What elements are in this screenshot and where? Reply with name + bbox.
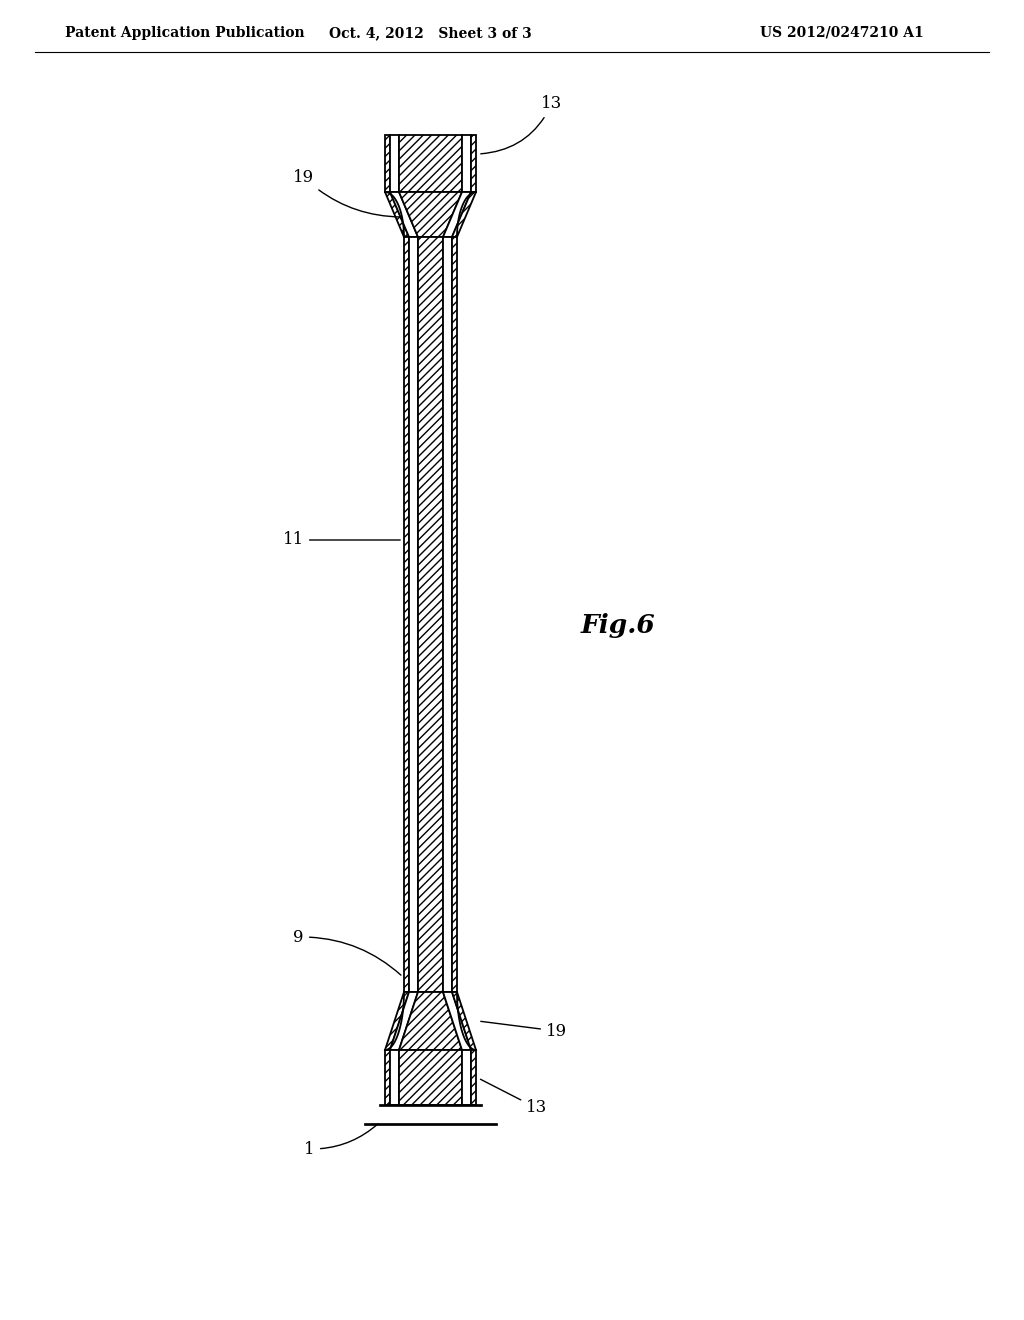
Polygon shape: [443, 238, 452, 993]
Polygon shape: [443, 191, 471, 238]
Polygon shape: [399, 1049, 462, 1105]
Text: Oct. 4, 2012   Sheet 3 of 3: Oct. 4, 2012 Sheet 3 of 3: [329, 26, 531, 40]
Polygon shape: [399, 993, 462, 1049]
Text: Fig.6: Fig.6: [581, 612, 655, 638]
Polygon shape: [462, 1049, 471, 1105]
Polygon shape: [390, 993, 418, 1049]
Text: US 2012/0247210 A1: US 2012/0247210 A1: [760, 26, 924, 40]
Polygon shape: [471, 1049, 476, 1105]
Text: Patent Application Publication: Patent Application Publication: [65, 26, 304, 40]
Text: 19: 19: [293, 169, 400, 216]
Polygon shape: [385, 1049, 390, 1105]
Polygon shape: [471, 135, 476, 191]
Polygon shape: [418, 238, 443, 993]
Polygon shape: [399, 135, 462, 191]
Polygon shape: [390, 1049, 399, 1105]
Polygon shape: [409, 238, 418, 993]
Polygon shape: [390, 191, 418, 238]
Text: 13: 13: [480, 1080, 547, 1117]
Polygon shape: [385, 993, 409, 1049]
Polygon shape: [462, 135, 471, 191]
Text: 1: 1: [304, 1123, 378, 1158]
Polygon shape: [452, 993, 476, 1049]
Polygon shape: [443, 993, 471, 1049]
Polygon shape: [399, 191, 462, 238]
Polygon shape: [404, 238, 409, 993]
Polygon shape: [452, 191, 476, 238]
Text: 11: 11: [283, 532, 400, 549]
Polygon shape: [390, 135, 399, 191]
Polygon shape: [385, 135, 390, 191]
Text: 9: 9: [294, 928, 401, 975]
Polygon shape: [452, 238, 457, 993]
Polygon shape: [385, 191, 409, 238]
Text: 19: 19: [480, 1022, 567, 1040]
Text: 13: 13: [481, 95, 562, 154]
